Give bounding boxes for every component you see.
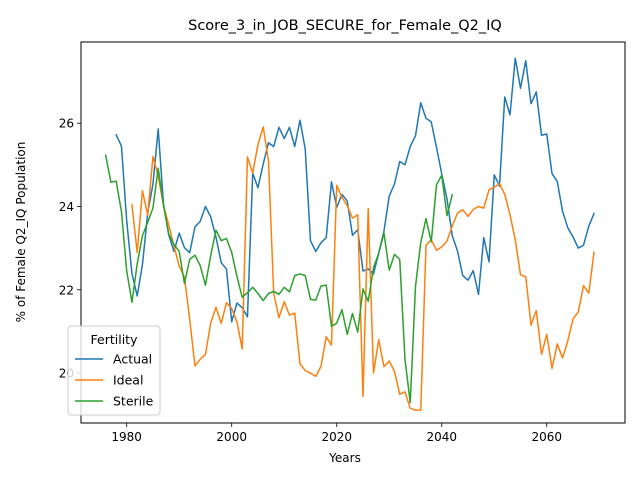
- axes-frame: [80, 41, 626, 424]
- y-tick-label: 22: [59, 283, 74, 297]
- series-line-sterile: [104, 154, 454, 404]
- legend: Fertility Actual Ideal Sterile: [67, 325, 161, 416]
- x-axis: 1980 2000 2020 2040 2060: [111, 423, 562, 444]
- series-line-ideal: [131, 126, 595, 411]
- legend-box: [67, 325, 161, 416]
- legend-label-sterile: Sterile: [113, 394, 154, 409]
- x-tick-label: 2060: [531, 430, 562, 444]
- x-tick-label: 2000: [216, 430, 247, 444]
- series-line-actual: [115, 57, 596, 323]
- y-axis-label: % of Female Q2_IQ Population: [14, 142, 28, 323]
- x-tick-label: 2040: [426, 430, 457, 444]
- plot-area: [104, 57, 596, 411]
- x-tick-label: 2020: [321, 430, 352, 444]
- y-tick-label: 26: [59, 117, 74, 131]
- x-tick-label: 1980: [111, 430, 142, 444]
- chart-title: Score_3_in_JOB_SECURE_for_Female_Q2_IQ: [188, 18, 502, 34]
- legend-label-actual: Actual: [113, 352, 152, 367]
- legend-label-ideal: Ideal: [113, 373, 143, 388]
- legend-title: Fertility: [91, 332, 139, 347]
- y-tick-label: 24: [59, 200, 74, 214]
- x-axis-label: Years: [328, 451, 361, 465]
